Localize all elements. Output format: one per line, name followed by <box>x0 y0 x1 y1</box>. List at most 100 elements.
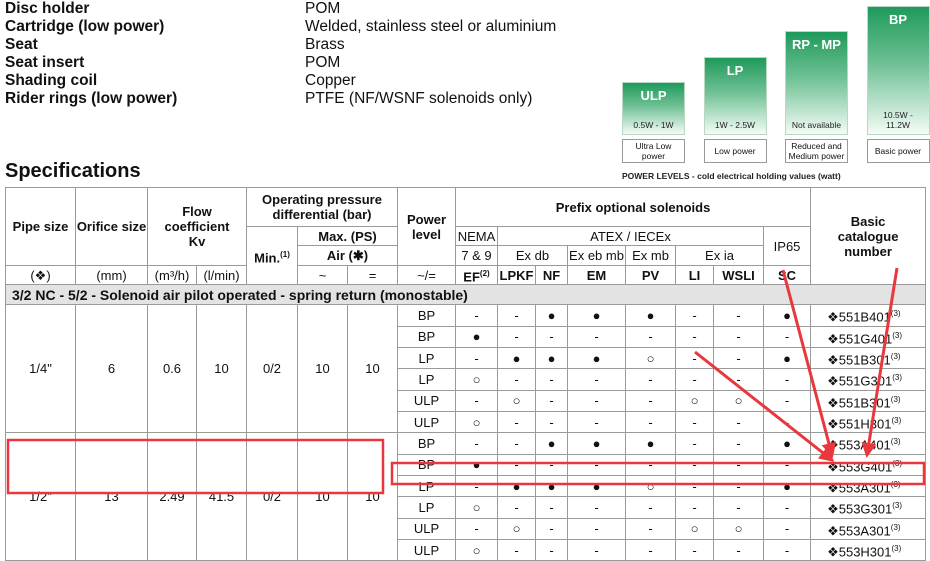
header-cell: Ex db <box>497 245 568 266</box>
header-text: Min. <box>254 249 281 265</box>
header-cell: ATEX / IECEx <box>497 226 764 246</box>
solenoid-cell: - <box>713 346 764 370</box>
solenoid-code: NF <box>535 264 568 286</box>
footnote-ref: (3) <box>890 309 901 319</box>
solenoid-cell: - <box>625 325 676 348</box>
solenoid-cell: - <box>455 432 498 455</box>
unit-cell: (❖) <box>5 264 76 286</box>
group-cell: 10 <box>196 304 247 434</box>
solenoid-cell: ○ <box>455 496 498 519</box>
solenoid-code: PV <box>625 264 676 286</box>
solenoid-cell: - <box>567 496 626 519</box>
power-code: LP <box>726 62 744 78</box>
solenoid-cell: - <box>497 410 536 434</box>
solenoid-cell: - <box>762 410 812 434</box>
solenoid-cell: - <box>455 517 498 540</box>
solenoid-cell: ● <box>455 453 498 476</box>
solenoid-cell: - <box>567 325 626 348</box>
solenoid-cell: - <box>455 474 498 498</box>
catalogue-number: ❖551G301 <box>827 373 893 389</box>
group-cell: 1/2" <box>5 432 76 561</box>
unit-cell: (mm) <box>75 264 148 286</box>
header-cell: Orifice size <box>75 187 148 266</box>
solenoid-cell: - <box>625 389 676 412</box>
material-label: Disc holder <box>5 0 90 17</box>
footnote-ref: (3) <box>890 394 901 404</box>
solenoid-cell: ● <box>455 325 498 348</box>
solenoid-cell: - <box>567 517 626 540</box>
catalogue-number: ❖551H301 <box>827 416 892 432</box>
header-cell: Flow coefficient Kv <box>147 187 247 266</box>
solenoid-cell: - <box>535 496 568 519</box>
solenoid-cell: ○ <box>455 410 498 434</box>
power-cell: BP <box>397 304 456 327</box>
catalogue-cell: ❖551B301(3) <box>810 346 927 370</box>
solenoid-text: SC <box>778 267 797 283</box>
power-code: ULP <box>640 88 667 103</box>
header-cell: Operating pressure differential (bar) <box>246 187 398 227</box>
material-row: Rider rings (low power) PTFE (NF/WSNF sol… <box>5 90 605 108</box>
footnote-ref: (3) <box>890 522 901 532</box>
material-value: PTFE (NF/WSNF solenoids only) <box>305 90 533 107</box>
catalogue-number: ❖553G401 <box>827 458 893 474</box>
power-bar: LP 1W - 2.5W <box>703 56 767 135</box>
catalogue-cell: ❖551G301(3) <box>810 368 927 391</box>
power-range: 10.5W - 11.2W <box>883 109 913 130</box>
header-cell: Prefix optional solenoids <box>454 187 812 227</box>
solenoid-cell: ● <box>567 346 626 370</box>
material-label: Rider rings (low power) <box>5 90 178 107</box>
catalogue-cell: ❖551B301(3) <box>810 389 927 412</box>
solenoid-cell: - <box>535 368 568 391</box>
power-code: BP <box>888 12 908 28</box>
solenoid-cell: ● <box>762 346 812 370</box>
solenoid-cell: - <box>713 432 764 455</box>
solenoid-cell: ○ <box>675 517 714 540</box>
header-cell: Ex mb <box>625 245 676 266</box>
solenoid-cell: - <box>567 389 626 412</box>
catalogue-cell: ❖553G301(3) <box>810 496 927 519</box>
group-cell: 10 <box>347 304 398 434</box>
power-description: Low power <box>703 139 767 163</box>
catalogue-cell: ❖551H301(3) <box>810 410 927 434</box>
solenoid-text: NF <box>542 267 561 283</box>
unit-cell: (m³/h) <box>147 264 197 286</box>
solenoid-cell: - <box>675 304 714 327</box>
power-bar: ULP 0.5W - 1W <box>622 82 685 135</box>
catalogue-number: ❖551G401 <box>827 330 893 346</box>
group-cell: 13 <box>75 432 148 561</box>
solenoid-code: LI <box>675 264 714 286</box>
solenoid-cell: - <box>762 389 812 412</box>
section-cell: 3/2 NC - 5/2 - Solenoid air pilot operat… <box>4 284 927 306</box>
power-cell: LP <box>397 346 456 370</box>
catalogue-cell: ❖553A401(3) <box>810 432 927 455</box>
spec-table: Pipe size Orifice size Flow coefficient … <box>4 186 927 561</box>
footnote-ref: (2) <box>479 269 490 278</box>
power-cell: ULP <box>397 517 456 540</box>
power-cell: LP <box>397 496 456 519</box>
catalogue-number: ❖551B301 <box>827 394 891 410</box>
solenoid-text: EF <box>463 269 480 285</box>
solenoid-code: EF(2) <box>455 264 498 286</box>
power-cell: ULP <box>397 410 456 434</box>
catalogue-number: ❖553A401 <box>827 437 891 453</box>
solenoid-cell: - <box>497 453 536 476</box>
catalogue-cell: ❖551B401(3) <box>810 304 927 327</box>
footnote-ref: (3) <box>892 330 903 340</box>
group-cell: 0.6 <box>147 304 197 434</box>
solenoid-cell: - <box>567 410 626 434</box>
solenoid-cell: ● <box>762 432 812 455</box>
page: Disc holder POM Cartridge (low power) Welde… <box>4 0 930 561</box>
power-description: Ultra Low power <box>622 139 685 163</box>
unit-cell: ~ <box>297 264 348 286</box>
solenoid-cell: - <box>713 496 764 519</box>
header-cell: Air (✱) <box>297 245 398 266</box>
solenoid-cell: - <box>762 538 812 561</box>
catalogue-number: ❖553G301 <box>827 501 893 517</box>
footnote-ref: (3) <box>891 543 902 553</box>
power-cell: ULP <box>397 389 456 412</box>
solenoid-cell: - <box>535 453 568 476</box>
solenoid-cell: ● <box>497 474 536 498</box>
solenoid-cell: - <box>535 389 568 412</box>
solenoid-cell: ● <box>535 474 568 498</box>
material-row: Disc holder POM <box>5 0 605 18</box>
